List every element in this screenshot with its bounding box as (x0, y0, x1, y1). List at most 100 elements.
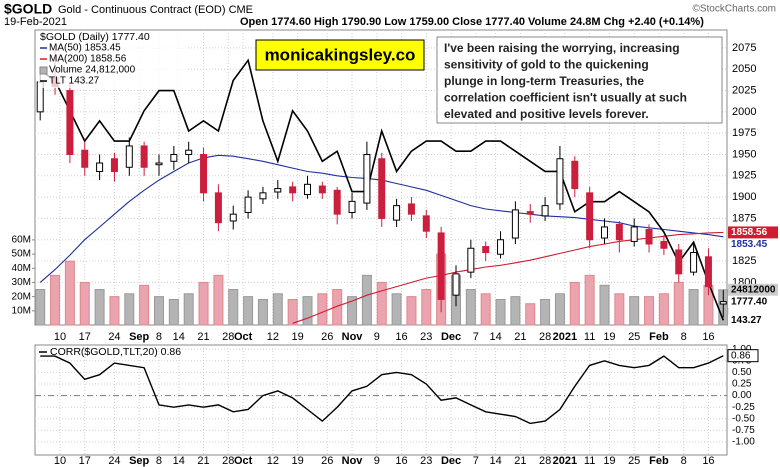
y-tick-label: 2025 (732, 84, 756, 96)
annotation-line: correlation coefficient isn't usually at… (444, 91, 687, 105)
x-tick-label: 26 (321, 455, 333, 467)
candle-body (526, 211, 534, 215)
x-tick-label: 21 (197, 455, 209, 467)
candle-body (378, 158, 386, 219)
x-tick-label: Feb (649, 331, 669, 343)
candle-body (600, 226, 608, 239)
volume-bar (480, 293, 491, 326)
candle-body (586, 192, 594, 241)
volume-bar (213, 274, 224, 326)
x-tick-label: 7 (473, 455, 479, 467)
x-tick-label: 7 (473, 331, 479, 343)
candle-body (244, 196, 252, 213)
x-tick-label: 9 (374, 455, 380, 467)
volume-tick-label: 50M (12, 249, 31, 260)
candle-body (630, 226, 638, 242)
candle-body (660, 240, 668, 249)
volume-bar (629, 296, 640, 326)
y-tick-label: 2050 (732, 63, 756, 75)
volume-bar (64, 260, 75, 326)
x-tick-label: 2021 (553, 331, 577, 343)
volume-bar (569, 281, 580, 326)
candle-body (66, 90, 74, 155)
candle-body (229, 213, 237, 222)
x-tick-label: 17 (79, 331, 91, 343)
annotation-line: plunge in long-term Treasuries, the (444, 74, 644, 88)
x-tick-label: 28 (222, 455, 234, 467)
candle-body (615, 223, 623, 241)
x-tick-label: 14 (173, 455, 185, 467)
volume-bar (644, 296, 655, 326)
chart-title: $GOLD (4, 1, 52, 17)
annotation-line: I've been raising the worrying, increasi… (444, 41, 680, 55)
x-tick-label: 19 (291, 331, 303, 343)
candle-body (170, 153, 178, 162)
date: 19-Feb-2021 (4, 16, 67, 28)
volume-bar (94, 289, 105, 326)
x-tick-label: 14 (173, 331, 185, 343)
legend-label: MA(50) 1853.45 (49, 43, 121, 54)
volume-bar (614, 293, 625, 326)
volume-bar (391, 293, 402, 326)
x-tick-label: 12 (267, 455, 279, 467)
volume-bar (465, 289, 476, 326)
volume-bar (361, 274, 372, 326)
x-tick-label: 24 (108, 455, 120, 467)
series-line (39, 58, 725, 321)
candle-body (556, 158, 564, 205)
volume-bar (228, 289, 239, 326)
volume-bar (109, 296, 120, 326)
legend-swatch (39, 66, 48, 75)
candle-body (511, 209, 519, 239)
annotation-line: elevated and positive levels forever. (444, 107, 649, 121)
x-tick-label: 21 (197, 331, 209, 343)
candle-body (393, 205, 401, 221)
x-tick-label: 19 (603, 455, 615, 467)
volume-bar (153, 296, 164, 326)
x-tick-label: Sep (129, 331, 149, 343)
volume-bar (584, 274, 595, 326)
x-tick-label: 16 (395, 455, 407, 467)
last-value-box (728, 238, 778, 251)
last-value-label: 1858.56 (731, 227, 768, 238)
volume-bar (688, 289, 699, 326)
y-tick-label: -0.50 (732, 413, 755, 424)
volume-bar (658, 293, 669, 326)
candle-body (214, 192, 222, 224)
x-tick-label: 23 (420, 455, 432, 467)
x-tick-label: Nov (342, 455, 364, 467)
candle-body (571, 160, 579, 190)
volume-bar (79, 281, 90, 326)
volume-bar (554, 293, 565, 326)
candle-body (437, 232, 445, 300)
candle-body (200, 153, 208, 194)
watermark: monicakingsley.co (265, 45, 416, 64)
last-value-box (728, 283, 778, 296)
y-tick-label: 1825 (732, 255, 756, 267)
candle-body (259, 192, 267, 200)
x-tick-label: 24 (108, 331, 120, 343)
candle-body (690, 252, 698, 273)
x-tick-label: 21 (514, 455, 526, 467)
volume-bar (495, 298, 506, 326)
annotation-box (436, 36, 723, 124)
volume-bar (139, 284, 150, 326)
candle-body (363, 153, 371, 204)
candle-body (318, 185, 326, 194)
volume-bar (124, 293, 135, 326)
x-tick-label: 12 (267, 331, 279, 343)
volume-bar (510, 296, 521, 326)
volume-bar (317, 293, 328, 326)
last-value-label: 143.27 (731, 315, 762, 326)
candle-body (407, 203, 415, 215)
last-value-box (728, 295, 778, 308)
candle-body (96, 162, 104, 173)
x-tick-label: 21 (514, 331, 526, 343)
x-tick-label: 28 (222, 331, 234, 343)
candle-body (110, 158, 118, 173)
last-value-box (727, 349, 759, 363)
candle-body (303, 183, 311, 196)
volume-bar (287, 298, 298, 326)
volume-bar (673, 281, 684, 326)
